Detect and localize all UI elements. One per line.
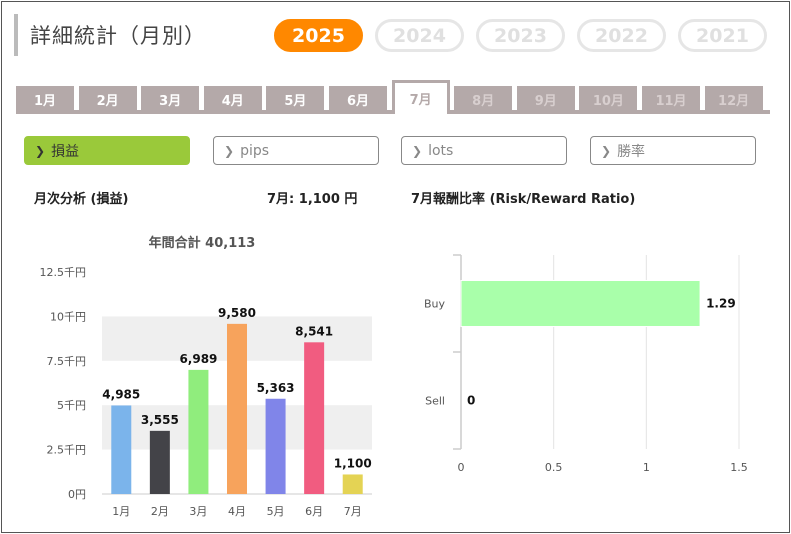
y-tick-label: 12.5千円 xyxy=(40,266,87,279)
chevron-right-icon: ❯ xyxy=(412,143,423,158)
bar-6[interactable] xyxy=(304,342,325,494)
month-summary: 7月: 1,100 円 xyxy=(267,192,358,207)
category-label: Sell xyxy=(425,395,445,408)
x-tick-label: 1.5 xyxy=(730,461,748,474)
y-tick-label: 2.5千円 xyxy=(47,444,87,457)
data-label: 9,580 xyxy=(218,306,256,320)
monthly-analysis-title: 月次分析 (損益) xyxy=(34,192,129,207)
data-label: 1,100 xyxy=(334,456,372,470)
month-tab-10[interactable]: 10月 xyxy=(579,86,638,112)
metric-tab-label: lots xyxy=(428,142,454,159)
data-label: 0 xyxy=(467,394,475,408)
x-tick-label: 7月 xyxy=(344,505,362,518)
x-tick-label: 5月 xyxy=(267,505,285,518)
y-tick-label: 10千円 xyxy=(50,310,86,323)
bar-5[interactable] xyxy=(265,398,286,494)
month-tab-7[interactable]: 7月 xyxy=(391,80,450,114)
metric-tab-pips[interactable]: ❯ pips xyxy=(213,136,379,165)
chevron-right-icon: ❯ xyxy=(601,143,612,158)
month-tab-2[interactable]: 2月 xyxy=(78,86,137,112)
x-tick-label: 1月 xyxy=(112,505,130,518)
monthly-profit-chart: 年間合計 40,113 0円 2.5千円 5千円 7.5千円 10千円 12.5千円 4,… xyxy=(40,235,372,518)
y-tick-label: 5千円 xyxy=(57,399,86,412)
category-label: Buy xyxy=(424,298,446,311)
bar-2[interactable] xyxy=(149,430,170,494)
x-tick-label: 0.5 xyxy=(545,461,563,474)
month-tab-1[interactable]: 1月 xyxy=(16,86,74,112)
year-tab-2021[interactable]: 2021 xyxy=(678,19,767,52)
metric-tab-label: pips xyxy=(240,142,270,159)
month-tab-6[interactable]: 6月 xyxy=(329,86,387,112)
data-label: 4,985 xyxy=(102,387,140,401)
month-tab-9[interactable]: 9月 xyxy=(516,86,575,112)
chevron-right-icon: ❯ xyxy=(224,143,235,158)
data-label: 5,363 xyxy=(257,381,295,395)
month-tab-12[interactable]: 12月 xyxy=(704,86,763,112)
metric-tab-profit[interactable]: ❯ 損益 xyxy=(24,136,190,165)
bar-1[interactable] xyxy=(111,405,132,494)
metric-tab-lots[interactable]: ❯ lots xyxy=(401,136,567,165)
x-tick-label: 2月 xyxy=(151,505,169,518)
year-selector: 2025 2024 2023 2022 2021 xyxy=(274,19,767,52)
bar-4[interactable] xyxy=(227,323,247,494)
data-label: 1.29 xyxy=(706,297,736,311)
data-label: 6,989 xyxy=(179,352,217,366)
month-tab-5[interactable]: 5月 xyxy=(266,86,325,112)
x-tick-label: 0 xyxy=(458,461,465,474)
year-tab-2025[interactable]: 2025 xyxy=(274,19,363,52)
metric-tab-label: 損益 xyxy=(51,143,80,160)
risk-reward-chart: 1.29 0 Buy Sell 0 0.5 1 1.5 xyxy=(424,254,748,474)
month-tab-4[interactable]: 4月 xyxy=(203,86,262,112)
year-tab-2023[interactable]: 2023 xyxy=(476,19,565,52)
metric-tab-label: 勝率 xyxy=(617,143,646,160)
year-tab-2024[interactable]: 2024 xyxy=(375,19,464,52)
month-tab-3[interactable]: 3月 xyxy=(141,86,200,112)
metric-tab-winrate[interactable]: ❯ 勝率 xyxy=(590,136,756,165)
ratio-chart-title: 7月報酬比率 (Risk/Reward Ratio) xyxy=(411,192,636,207)
chart-title: 年間合計 40,113 xyxy=(149,235,256,251)
bar-3[interactable] xyxy=(188,369,209,494)
page-title: 詳細統計（月別） xyxy=(30,24,206,48)
month-tab-8[interactable]: 8月 xyxy=(454,86,513,112)
month-tabs: 1月 2月 3月 4月 5月 6月 7月 8月 9月 10月 11月 12月 xyxy=(16,80,770,114)
ratio-bar-buy[interactable] xyxy=(460,280,701,327)
x-tick-label: 6月 xyxy=(305,505,323,518)
month-tab-11[interactable]: 11月 xyxy=(642,86,700,112)
y-tick-label: 7.5千円 xyxy=(47,355,87,368)
bar-7[interactable] xyxy=(342,474,363,494)
chevron-right-icon: ❯ xyxy=(35,143,46,158)
x-tick-label: 4月 xyxy=(228,505,246,518)
x-tick-label: 1 xyxy=(643,461,650,474)
title-area: 詳細統計（月別） xyxy=(14,14,206,56)
y-tick-label: 0円 xyxy=(68,488,86,501)
data-label: 3,555 xyxy=(141,413,179,427)
data-label: 8,541 xyxy=(295,324,333,338)
year-tab-2022[interactable]: 2022 xyxy=(577,19,666,52)
x-tick-label: 3月 xyxy=(189,505,207,518)
